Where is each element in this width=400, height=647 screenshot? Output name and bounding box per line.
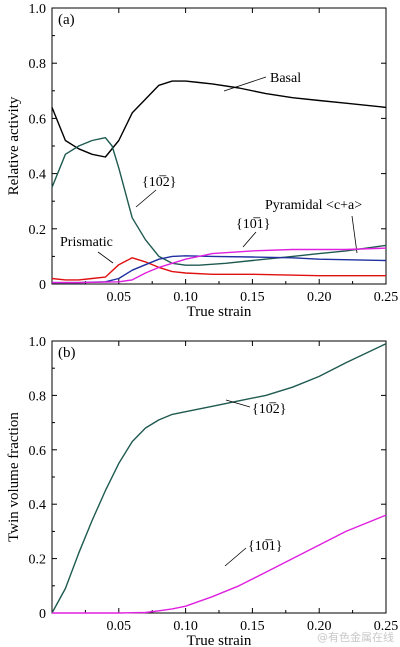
x-tick-label: 0.25 <box>374 290 399 305</box>
y-tick-label: 0 <box>39 278 46 293</box>
x-tick-label: 0.15 <box>240 619 265 634</box>
series-line-3 <box>52 255 387 284</box>
annotation-leader <box>223 76 267 92</box>
x-axis-label: True strain <box>187 304 252 320</box>
x-tick-label: 0.25 <box>374 619 399 634</box>
panel-label: (a) <box>58 12 75 28</box>
y-tick-label: 0.6 <box>29 444 47 459</box>
y-tick-label: 0 <box>39 607 46 622</box>
annotation-leader <box>242 231 257 248</box>
annotation-leader <box>225 399 251 408</box>
series-annotation: Pyramidal <c+a> <box>265 198 362 213</box>
series-line-1 <box>51 136 387 266</box>
y-tick-label: 0.8 <box>29 57 47 72</box>
series-annotation: Basal <box>270 71 301 86</box>
x-tick-label: 0.05 <box>107 290 132 305</box>
chart-panel-b: 0.05 0.10 0.15 0.20 0.25 0 0.2 0.4 0.6 0.8 1.0 True… <box>6 335 398 647</box>
series-line-0 <box>51 343 387 614</box>
y-axis-label: Twin volume fraction <box>6 412 22 542</box>
x-tick-label: 0.15 <box>240 290 265 305</box>
series-annotation: {10̅2} <box>142 175 176 190</box>
y-axis-label: Relative activity <box>6 96 22 195</box>
x-tick-label: 0.20 <box>307 290 332 305</box>
annotation-leader <box>224 547 247 567</box>
y-tick-label: 0.8 <box>29 389 47 404</box>
x-tick-label: 0.20 <box>307 619 332 634</box>
series-annotation: {10̅1} <box>236 217 270 232</box>
y-tick-label: 1.0 <box>29 335 47 350</box>
y-tick-label: 0.4 <box>29 498 47 513</box>
panel-label: (b) <box>58 345 76 361</box>
annotation-leader <box>135 189 157 208</box>
annotation-leader <box>351 215 358 254</box>
series-annotation: {10̅1} <box>248 539 282 554</box>
y-tick-label: 0.6 <box>29 112 47 127</box>
series-line-0 <box>51 80 387 158</box>
x-tick-label: 0.10 <box>173 619 198 634</box>
y-tick-label: 1.0 <box>29 2 47 17</box>
annotation-leader <box>97 251 114 264</box>
series-annotation: {10̅2} <box>252 402 286 417</box>
x-tick-label: 0.10 <box>173 290 198 305</box>
series-annotation: Prismatic <box>60 235 113 250</box>
series-line-1 <box>52 514 387 614</box>
x-axis-label: True strain <box>187 633 252 647</box>
watermark: @有色金属在线 <box>317 630 394 644</box>
y-tick-label: 0.2 <box>29 223 47 238</box>
y-tick-label: 0.4 <box>29 168 47 183</box>
series-line-4 <box>52 247 387 284</box>
chart-panel-a: 0.05 0.10 0.15 0.20 0.25 0 0.2 0.4 0.6 0.8 1.0 True… <box>6 2 398 320</box>
x-tick-label: 0.05 <box>107 619 132 634</box>
y-tick-label: 0.2 <box>29 553 47 568</box>
plot-frame <box>51 340 387 614</box>
series-line-2 <box>51 257 386 281</box>
